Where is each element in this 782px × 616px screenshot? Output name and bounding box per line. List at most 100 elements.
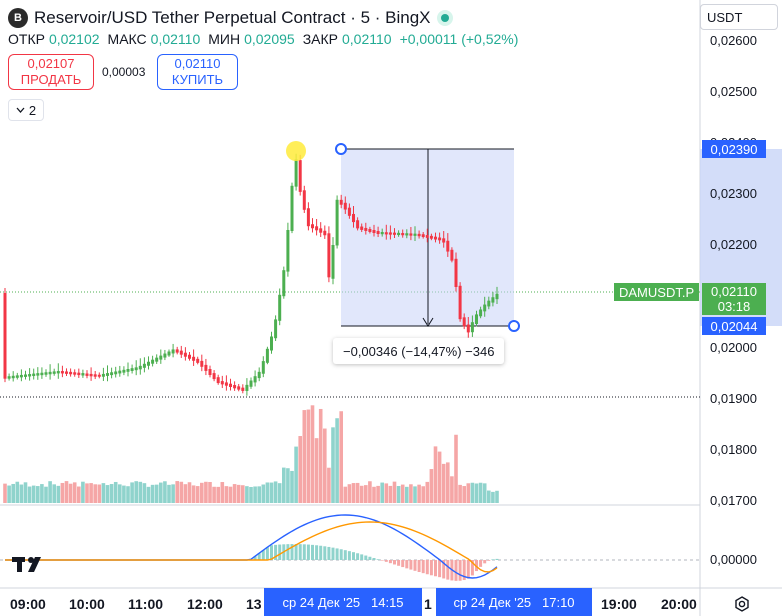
candle: [421, 234, 425, 238]
volume-bar: [364, 485, 368, 503]
buy-label: КУПИТЬ: [171, 72, 224, 87]
macd-histogram-bar: [425, 560, 429, 575]
candle: [311, 224, 314, 229]
symbol-title[interactable]: Reservoir/USD Tether Perpetual Contract …: [34, 8, 431, 27]
candle: [114, 371, 118, 375]
candle: [122, 369, 126, 373]
candle: [56, 371, 60, 374]
tradingview-logo-icon[interactable]: [12, 555, 48, 573]
macd-histogram-bar: [368, 556, 372, 560]
volume-bar: [417, 484, 421, 503]
candle: [134, 367, 138, 371]
sell-button[interactable]: 0,02107 ПРОДАТЬ: [8, 54, 94, 90]
price-tick: 0,02500: [710, 84, 757, 99]
volume-bar: [48, 481, 52, 503]
volume-bar: [27, 486, 32, 503]
current-price: 0,02110: [710, 284, 758, 299]
candle: [216, 377, 220, 384]
candle: [192, 356, 196, 361]
candle: [495, 293, 499, 300]
macd-signal-line: [5, 521, 498, 573]
candle: [380, 232, 384, 235]
candle: [245, 384, 249, 391]
macd-tick: 0,00000: [710, 552, 757, 567]
volume-bar: [175, 481, 179, 503]
volume-bar: [392, 481, 397, 503]
buy-button[interactable]: 0,02110 КУПИТЬ: [157, 54, 238, 90]
candle: [3, 293, 7, 379]
candle: [397, 232, 401, 236]
highlighter-marker[interactable]: [286, 141, 306, 161]
indicator-count: 2: [28, 102, 37, 118]
macd-histogram-bar: [429, 560, 433, 576]
indicators-collapse-button[interactable]: 2: [8, 99, 44, 121]
candle: [179, 350, 183, 355]
volume-bar: [36, 486, 40, 503]
candle: [204, 364, 208, 371]
candle: [73, 372, 77, 375]
candle: [110, 372, 114, 376]
candle: [249, 380, 253, 387]
volume-bar: [187, 482, 192, 503]
volume-bar: [380, 482, 384, 503]
macd-histogram-bar: [454, 560, 458, 581]
volume-bar: [195, 486, 200, 503]
low-label: МИН: [208, 31, 241, 47]
volume-bar: [204, 481, 208, 503]
macd-histogram-bar: [343, 550, 347, 560]
volume-bar: [351, 483, 356, 503]
candle: [479, 309, 483, 317]
volume-bar: [97, 484, 102, 503]
settings-gear-icon[interactable]: [734, 596, 750, 612]
macd-histogram-bar: [409, 560, 413, 570]
macd-histogram-bar: [479, 560, 483, 567]
candle: [126, 369, 130, 372]
macd-histogram-bar: [339, 549, 343, 560]
candle: [425, 235, 429, 238]
candle: [130, 368, 134, 371]
volume-bar: [314, 438, 319, 503]
macd-histogram-bar: [397, 560, 401, 566]
measure-top-price-tag: 0,02390: [702, 140, 766, 158]
currency-selector[interactable]: USDT: [700, 4, 778, 30]
volume-bar: [200, 482, 204, 503]
volume-bar: [462, 486, 466, 503]
candle: [368, 228, 372, 232]
candle: [372, 230, 376, 233]
time-tick: 10:00: [69, 596, 105, 612]
candle: [224, 382, 228, 386]
measure-handle-start[interactable]: [335, 143, 347, 155]
candle: [167, 351, 171, 356]
volume-bar: [163, 481, 167, 503]
volume-bar: [81, 481, 85, 503]
open-value: 0,02102: [48, 31, 100, 47]
volume-bar: [224, 486, 229, 503]
volume-bar: [150, 484, 155, 503]
macd-histogram-bar: [274, 544, 278, 560]
measure-handle-end[interactable]: [508, 320, 520, 332]
macd-histogram-bar: [335, 548, 339, 560]
volume-bar: [7, 485, 11, 503]
macd-histogram-bar: [294, 544, 298, 560]
price-tick: 0,01800: [710, 442, 757, 457]
macd-histogram-bar: [257, 553, 261, 560]
time-highlight-start: ср 24 Дек '25 14:15: [264, 588, 422, 616]
candle: [339, 199, 343, 205]
macd-histogram-bar: [376, 559, 380, 560]
symbol-title-bar[interactable]: B Reservoir/USD Tether Perpetual Contrac…: [8, 7, 453, 29]
candle: [229, 383, 232, 387]
candle: [118, 370, 122, 374]
candle: [491, 297, 495, 303]
volume-bar: [294, 446, 298, 503]
volume-bar: [405, 486, 409, 503]
candle: [335, 199, 339, 246]
volume-bar: [23, 482, 28, 503]
candle: [319, 228, 323, 233]
candle: [163, 353, 167, 358]
ohlc-legend: ОТКР 0,02102 МАКС 0,02110 МИН 0,02095 ЗАКР 0…: [8, 31, 522, 47]
candle: [458, 285, 462, 320]
bingx-logo-icon: B: [8, 8, 28, 28]
macd-histogram-bar: [405, 560, 409, 569]
volume-bar: [482, 483, 487, 503]
